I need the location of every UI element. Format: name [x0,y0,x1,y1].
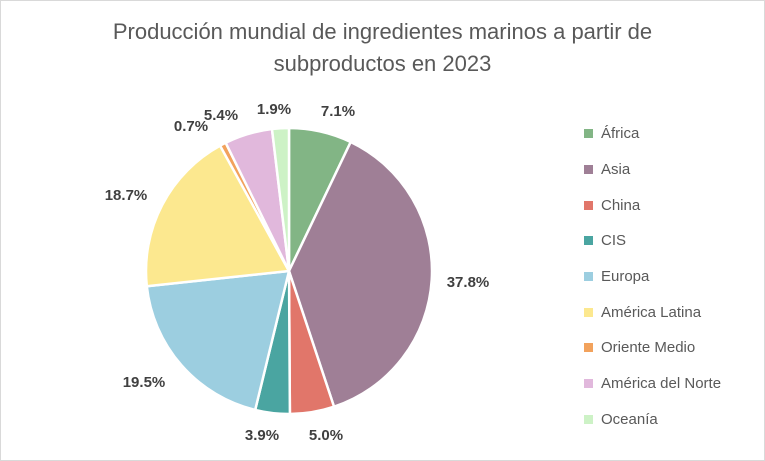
pie-data-label: 3.9% [245,427,279,444]
pie-slice [145,269,291,412]
legend-label: África [601,125,640,143]
legend-swatch [584,165,593,175]
legend-label: Oriente Medio [601,339,696,357]
legend-item: CIS [584,223,721,259]
legend-swatch [584,272,593,282]
pie-data-label: 5.0% [309,427,343,444]
legend: África Asia China CIS Europa América Latina Or… [584,116,721,437]
legend-item: Oriente Medio [584,330,721,366]
legend-swatch [584,129,593,139]
legend-item: América Latina [584,294,721,330]
legend-item: Europa [584,259,721,295]
pie-slices [144,126,434,416]
legend-label: CIS [601,232,627,250]
pie-data-label: 7.1% [321,103,355,120]
pie-data-label: 37.8% [447,274,490,291]
legend-item: África [584,116,721,152]
pie-data-label: 5.4% [204,107,238,124]
pie-data-label: 18.7% [105,187,148,204]
legend-swatch [584,200,593,210]
legend-swatch [584,307,593,317]
legend-label: América del Norte [601,375,722,393]
pie-slice [144,144,291,288]
legend-label: Asia [601,161,631,179]
legend-swatch [584,379,593,389]
legend-item: China [584,187,721,223]
legend-item: Oceanía [584,402,721,438]
legend-item: América del Norte [584,366,721,402]
legend-swatch [584,236,593,246]
legend-label: Oceanía [601,410,658,428]
pie-data-label: 0.7% [174,118,208,135]
legend-item: Asia [584,152,721,188]
chart-title: Producción mundial de ingredientes marin… [0,16,765,80]
chart-title-line-2: subproductos en 2023 [273,51,492,76]
legend-label: Europa [601,268,650,286]
legend-swatch [584,414,593,424]
legend-label: América Latina [601,303,702,321]
pie-data-label: 1.9% [257,101,291,118]
pie-slice [270,126,291,273]
legend-label: China [601,196,641,214]
legend-swatch [584,343,593,353]
pie-slice [287,140,434,408]
chart-title-line-1: Producción mundial de ingredientes marin… [112,19,653,44]
pie-data-label: 19.5% [123,374,166,391]
pie-data-labels: 7.1% 37.8% 5.0% 3.9% 19.5% 18.7% 0.7%5.4% 1.9% [105,101,490,444]
